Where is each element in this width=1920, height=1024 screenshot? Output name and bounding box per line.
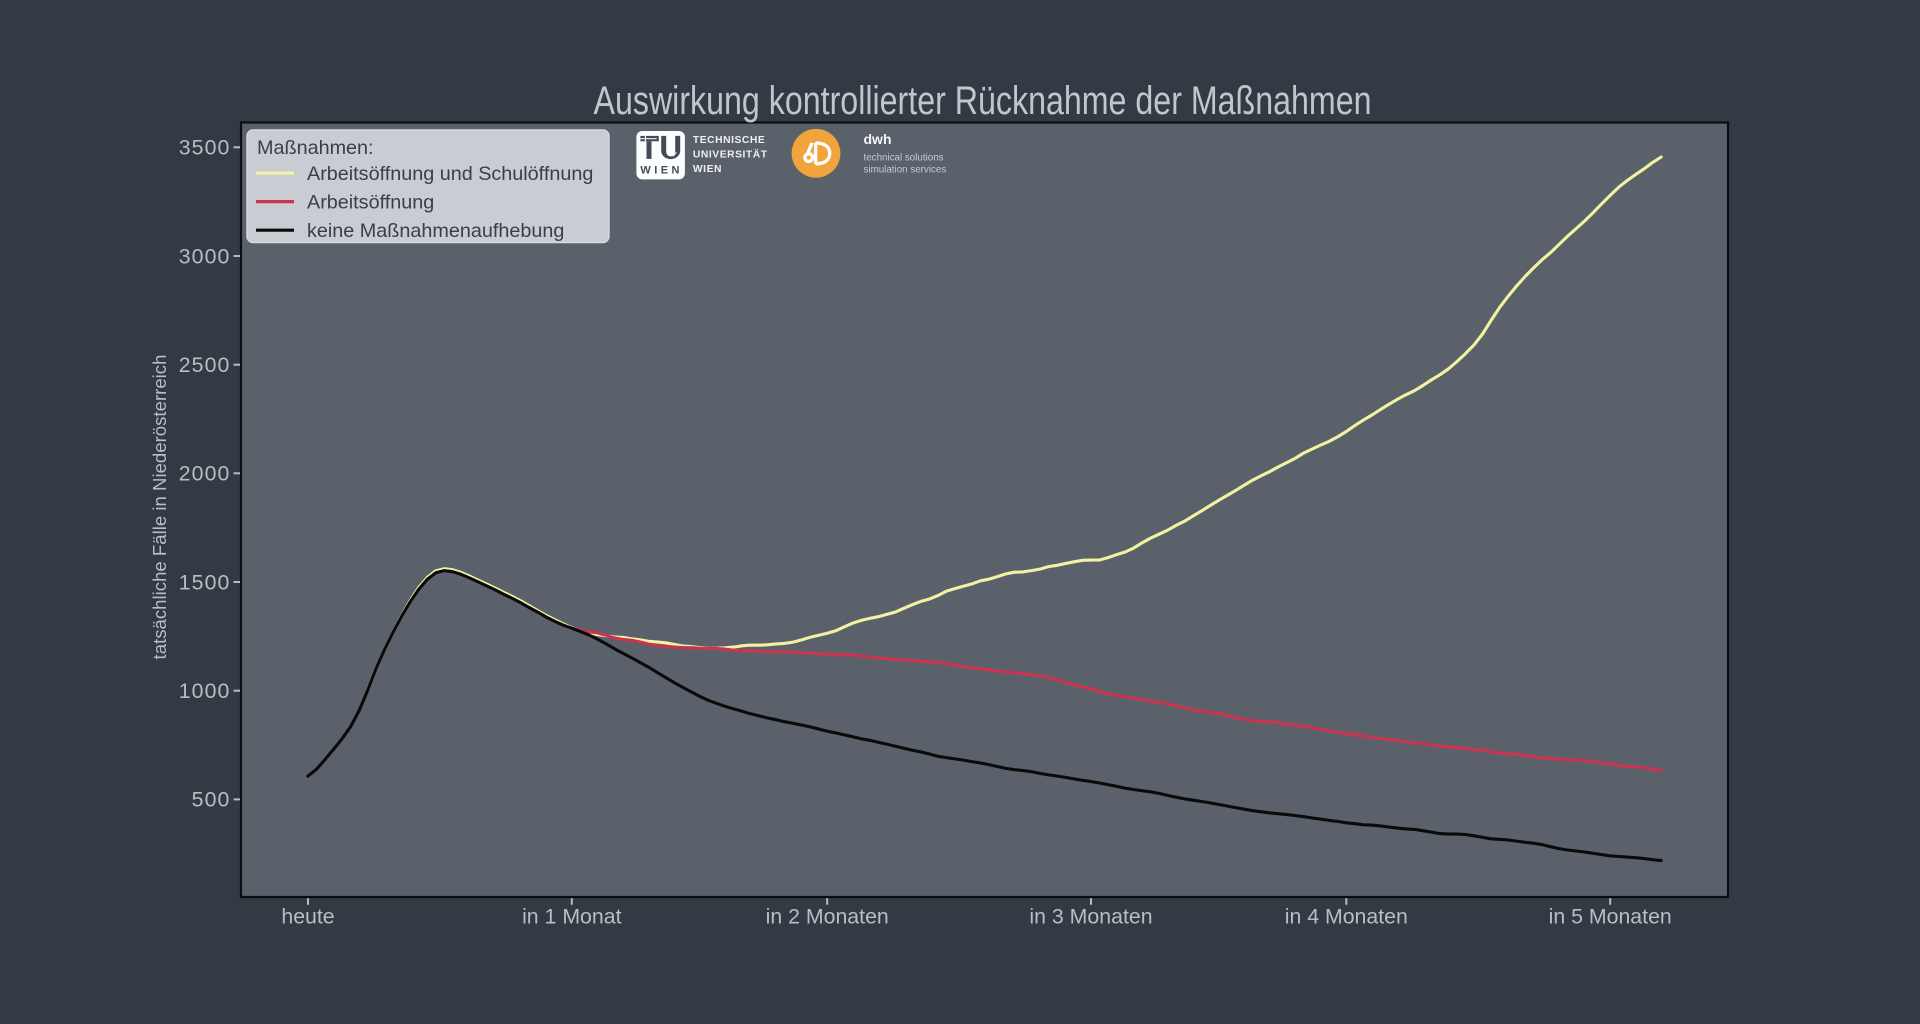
svg-text:tatsächliche Fälle in Niederös: tatsächliche Fälle in Niederösterreich xyxy=(149,355,170,660)
svg-text:in 1 Monat: in 1 Monat xyxy=(522,905,622,929)
svg-text:in 5 Monaten: in 5 Monaten xyxy=(1549,905,1672,929)
svg-text:Maßnahmen:: Maßnahmen: xyxy=(257,137,374,159)
svg-text:TECHNISCHE: TECHNISCHE xyxy=(693,135,765,146)
svg-text:1500: 1500 xyxy=(179,570,231,594)
svg-text:Arbeitsöffnung: Arbeitsöffnung xyxy=(307,192,434,214)
svg-text:3000: 3000 xyxy=(179,244,231,268)
svg-text:WIEN: WIEN xyxy=(693,164,722,175)
svg-text:UNIVERSITÄT: UNIVERSITÄT xyxy=(693,147,768,160)
svg-text:3500: 3500 xyxy=(179,136,231,160)
svg-text:keine Maßnahmenaufhebung: keine Maßnahmenaufhebung xyxy=(307,220,564,242)
svg-text:Arbeitsöffnung und Schulöffnun: Arbeitsöffnung und Schulöffnung xyxy=(307,163,593,185)
svg-text:heute: heute xyxy=(281,905,334,929)
svg-text:Auswirkung kontrollierter Rück: Auswirkung kontrollierter Rücknahme der … xyxy=(594,79,1372,123)
svg-text:WIEN: WIEN xyxy=(640,164,681,176)
svg-text:simulation services: simulation services xyxy=(864,164,947,175)
svg-text:2500: 2500 xyxy=(179,353,231,377)
svg-text:1000: 1000 xyxy=(179,679,231,703)
svg-text:500: 500 xyxy=(192,788,231,812)
svg-text:dwh: dwh xyxy=(864,131,892,147)
svg-text:2000: 2000 xyxy=(179,462,231,486)
svg-text:in 2 Monaten: in 2 Monaten xyxy=(766,905,889,929)
svg-text:in 4 Monaten: in 4 Monaten xyxy=(1285,905,1408,929)
svg-text:in 3 Monaten: in 3 Monaten xyxy=(1029,905,1152,929)
svg-text:technical solutions: technical solutions xyxy=(864,152,944,163)
